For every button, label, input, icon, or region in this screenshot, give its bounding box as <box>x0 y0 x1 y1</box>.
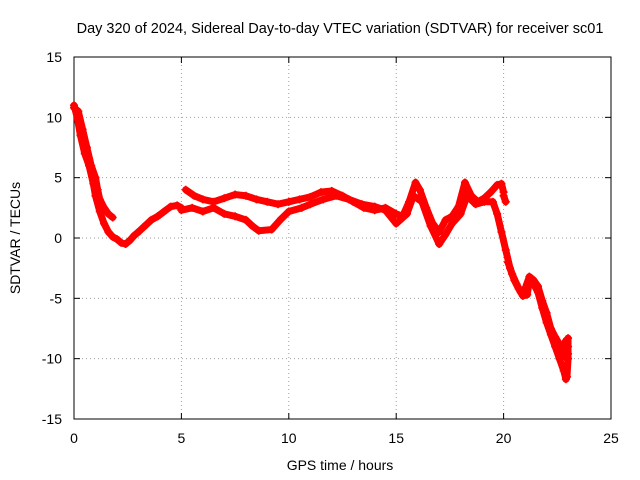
y-tick-label: 10 <box>46 109 62 125</box>
x-axis-label: GPS time / hours <box>287 457 394 473</box>
series-group <box>70 103 117 222</box>
y-tick-label: 5 <box>54 170 62 186</box>
y-tick-label: 0 <box>54 230 62 246</box>
x-tick-label: 0 <box>70 430 78 446</box>
data-point <box>499 191 508 200</box>
series-segment <box>418 198 435 230</box>
series-group <box>499 191 510 206</box>
y-tick-label: 15 <box>46 49 62 65</box>
y-tick-label: -10 <box>42 351 62 367</box>
y-tick-label: -15 <box>42 411 62 427</box>
y-axis-label: SDTVAR / TECUs <box>7 182 23 294</box>
data-marks <box>70 101 573 384</box>
tick-labels: 0 5 10 15 20 25 -15 -10 -5 0 5 10 15 <box>42 49 619 446</box>
data-point <box>108 213 117 222</box>
data-point <box>561 336 570 345</box>
x-tick-label: 25 <box>603 430 619 446</box>
series-group <box>503 258 573 363</box>
x-tick-label: 5 <box>178 430 186 446</box>
x-tick-label: 15 <box>388 430 404 446</box>
y-tick-label: -5 <box>50 290 63 306</box>
axis-ticks <box>73 56 612 420</box>
chart-title: Day 320 of 2024, Sidereal Day-to-day VTE… <box>77 21 604 37</box>
x-tick-label: 20 <box>496 430 512 446</box>
x-tick-label: 10 <box>281 430 297 446</box>
